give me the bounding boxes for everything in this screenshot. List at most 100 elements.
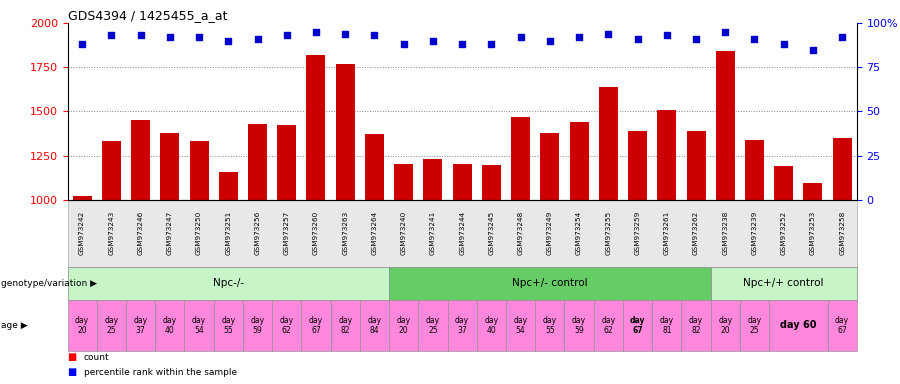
Text: GSM973264: GSM973264 <box>372 211 377 255</box>
Text: day
55: day 55 <box>543 316 557 335</box>
Point <box>338 31 353 37</box>
Text: genotype/variation ▶: genotype/variation ▶ <box>1 279 97 288</box>
Text: ■: ■ <box>68 367 76 377</box>
Bar <box>628 131 647 200</box>
Bar <box>832 138 851 200</box>
Bar <box>394 164 413 200</box>
Text: GSM973252: GSM973252 <box>780 211 787 255</box>
Bar <box>336 64 355 200</box>
Point <box>806 46 820 53</box>
Text: day
20: day 20 <box>397 316 410 335</box>
Text: GSM973257: GSM973257 <box>284 211 290 255</box>
Text: GSM973256: GSM973256 <box>255 211 260 255</box>
Text: day
81: day 81 <box>660 316 674 335</box>
Text: day
25: day 25 <box>747 316 761 335</box>
Bar <box>160 132 179 200</box>
Text: day 60: day 60 <box>780 320 816 331</box>
Point <box>280 32 294 38</box>
Text: day
20: day 20 <box>75 316 89 335</box>
Bar <box>598 87 617 200</box>
Text: day
37: day 37 <box>133 316 148 335</box>
Text: day
67: day 67 <box>835 316 850 335</box>
Text: day
25: day 25 <box>426 316 440 335</box>
Text: day
84: day 84 <box>367 316 382 335</box>
Point <box>688 36 703 42</box>
Bar <box>219 172 238 200</box>
Point <box>777 41 791 47</box>
Text: GSM973243: GSM973243 <box>108 211 114 255</box>
Text: day
20: day 20 <box>718 316 733 335</box>
Text: day
40: day 40 <box>163 316 177 335</box>
Point <box>75 41 89 47</box>
Text: GSM973262: GSM973262 <box>693 211 699 255</box>
Text: GSM973259: GSM973259 <box>634 211 641 255</box>
Text: GSM973261: GSM973261 <box>664 211 670 255</box>
Point <box>454 41 470 47</box>
Bar <box>716 51 734 200</box>
Text: GSM973251: GSM973251 <box>225 211 231 255</box>
Bar <box>687 131 706 200</box>
Bar <box>804 183 823 200</box>
Text: percentile rank within the sample: percentile rank within the sample <box>84 368 237 377</box>
Text: day
59: day 59 <box>572 316 586 335</box>
Text: GSM973246: GSM973246 <box>138 211 144 255</box>
Text: GSM973254: GSM973254 <box>576 211 582 255</box>
Point <box>192 34 206 40</box>
Bar <box>307 55 326 200</box>
Point <box>835 34 850 40</box>
Text: day
82: day 82 <box>338 316 352 335</box>
Point <box>572 34 586 40</box>
Bar <box>570 122 589 200</box>
Point <box>163 34 177 40</box>
Bar <box>364 134 384 200</box>
Text: day
62: day 62 <box>601 316 616 335</box>
Point <box>133 32 148 38</box>
Bar <box>657 109 676 200</box>
Text: Npc-/-: Npc-/- <box>212 278 244 288</box>
Point <box>630 36 644 42</box>
Point <box>601 31 616 37</box>
Text: age ▶: age ▶ <box>1 321 28 330</box>
Text: day
54: day 54 <box>514 316 527 335</box>
Text: day
40: day 40 <box>484 316 499 335</box>
Text: GSM973258: GSM973258 <box>839 211 845 255</box>
Point <box>367 32 382 38</box>
Text: GDS4394 / 1425455_a_at: GDS4394 / 1425455_a_at <box>68 9 227 22</box>
Bar <box>102 141 121 200</box>
Bar <box>774 166 793 200</box>
Bar <box>745 140 764 200</box>
Text: GSM973260: GSM973260 <box>313 211 319 255</box>
Point <box>104 32 119 38</box>
Bar <box>423 159 443 200</box>
Text: GSM973263: GSM973263 <box>342 211 348 255</box>
Point <box>250 36 265 42</box>
Text: GSM973242: GSM973242 <box>79 211 86 255</box>
Bar <box>277 126 296 200</box>
Text: Npc+/+ control: Npc+/+ control <box>743 278 824 288</box>
Text: GSM973239: GSM973239 <box>752 211 758 255</box>
Text: day
25: day 25 <box>104 316 119 335</box>
Bar <box>190 141 209 200</box>
Bar <box>453 164 472 200</box>
Text: GSM973244: GSM973244 <box>459 211 465 255</box>
Text: GSM973247: GSM973247 <box>166 211 173 255</box>
Point <box>543 38 557 44</box>
Bar <box>540 132 560 200</box>
Text: GSM973255: GSM973255 <box>606 211 611 255</box>
Text: GSM973241: GSM973241 <box>430 211 436 255</box>
Text: day
82: day 82 <box>689 316 703 335</box>
Text: GSM973240: GSM973240 <box>400 211 407 255</box>
Text: day
55: day 55 <box>221 316 235 335</box>
Text: day
67: day 67 <box>630 316 645 335</box>
Point <box>660 32 674 38</box>
Text: GSM973249: GSM973249 <box>547 211 553 255</box>
Text: Npc+/- control: Npc+/- control <box>512 278 588 288</box>
Point <box>747 36 761 42</box>
Text: day
67: day 67 <box>309 316 323 335</box>
Bar <box>248 124 267 200</box>
Text: ■: ■ <box>68 352 76 362</box>
Point <box>221 38 236 44</box>
Text: day
62: day 62 <box>280 316 293 335</box>
Point <box>426 38 440 44</box>
Point <box>397 41 411 47</box>
